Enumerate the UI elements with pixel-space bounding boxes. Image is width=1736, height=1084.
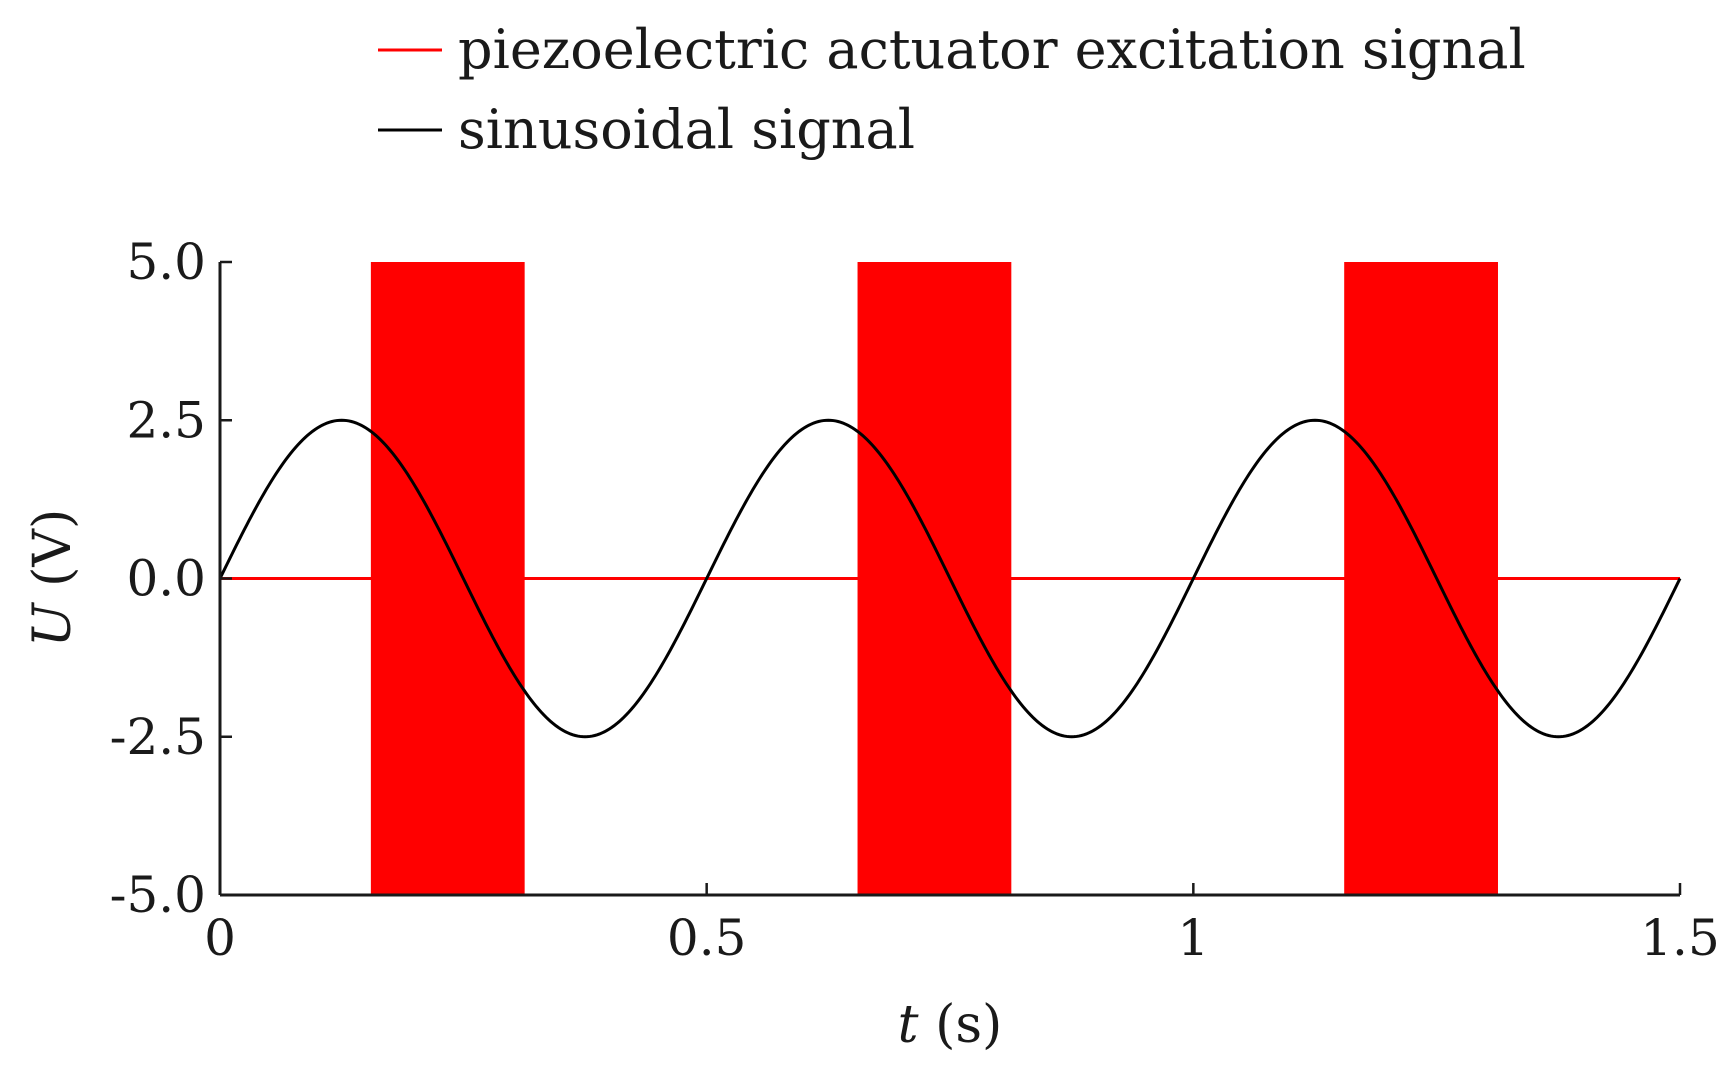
x-tick-label: 0.5: [667, 909, 747, 967]
x-tick-label: 0: [204, 909, 236, 967]
excitation-burst: [857, 262, 1012, 895]
excitation-burst: [370, 262, 525, 895]
x-tick-label: 1.5: [1640, 909, 1720, 967]
x-axis-label: t (s): [898, 995, 1003, 1055]
legend-label-sinusoidal: sinusoidal signal: [458, 98, 915, 161]
excitation-burst: [1344, 262, 1498, 895]
y-axis-label: U (V): [23, 509, 83, 648]
y-tick-label: -5.0: [110, 866, 206, 924]
y-tick-label: 5.0: [126, 233, 206, 291]
legend: piezoelectric actuator excitation signal…: [378, 18, 1526, 161]
legend-label-excitation: piezoelectric actuator excitation signal: [458, 18, 1526, 81]
y-tick-label: 0.0: [126, 550, 206, 608]
y-ticks: 5.0 2.5 0.0 -2.5 -5.0: [110, 233, 232, 924]
y-tick-label: 2.5: [126, 391, 206, 449]
axes: 0 0.5 1 1.5 5.0 2.5 0.0 -2.5 -5.0: [110, 233, 1720, 967]
x-ticks: 0 0.5 1 1.5: [204, 883, 1720, 967]
y-tick-label: -2.5: [110, 708, 206, 766]
plot-area: [218, 262, 1682, 895]
sinusoidal-signal-line: [218, 418, 1682, 739]
x-tick-label: 1: [1177, 909, 1209, 967]
